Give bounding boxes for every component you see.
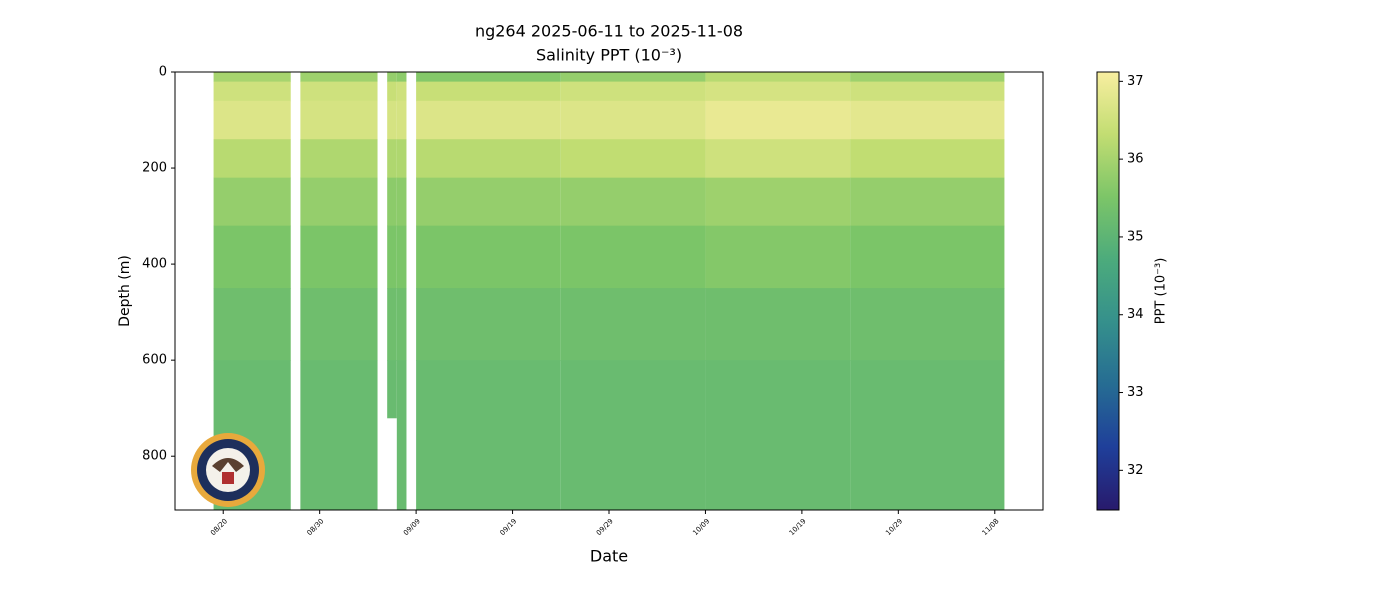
heatmap-cell [213, 288, 291, 361]
heatmap-cell [416, 288, 561, 361]
colorbar [1096, 71, 1120, 511]
heatmap-cell [705, 360, 851, 511]
heatmap-cell [213, 72, 291, 83]
heatmap-cell [850, 225, 1005, 289]
logo-shield [222, 472, 234, 484]
colorbar-tick-label: 33 [1127, 385, 1144, 400]
heatmap-cell [416, 177, 561, 227]
heatmap-cell [300, 72, 378, 83]
heatmap-cell [416, 360, 561, 511]
heatmap-cell [396, 139, 407, 179]
heatmap-cell [387, 100, 397, 140]
chart-subtitle: Salinity PPT (10⁻³) [536, 46, 682, 65]
heatmap-cell [560, 225, 706, 289]
heatmap-cell [850, 100, 1005, 140]
colorbar-tick-label: 36 [1127, 152, 1144, 167]
heatmap-cell [300, 177, 378, 227]
y-tick-label: 600 [142, 353, 167, 368]
heatmap-cell [396, 288, 407, 361]
heatmap-cell [705, 288, 851, 361]
heatmap-cell [387, 177, 397, 227]
heatmap-cell [396, 360, 407, 511]
heatmap-cell [300, 360, 378, 511]
heatmap-cell [560, 81, 706, 102]
navy-logo [191, 433, 265, 507]
heatmap-cell [560, 360, 706, 511]
heatmap-cell [387, 225, 397, 289]
heatmap-cell [396, 100, 407, 140]
heatmap-cell [213, 177, 291, 227]
heatmap-cell [850, 360, 1005, 511]
logo-center [206, 448, 250, 492]
colorbar-tick-label: 35 [1127, 229, 1144, 244]
heatmap-cell [300, 225, 378, 289]
logo-eagle [212, 458, 244, 472]
heatmap-cell [396, 177, 407, 227]
heatmap-cell [387, 288, 397, 361]
heatmap-cell [387, 81, 397, 102]
heatmap-cell [850, 139, 1005, 179]
heatmap-cell [850, 288, 1005, 361]
colorbar-tick-label: 32 [1127, 463, 1144, 478]
x-tick-label: 11/08 [981, 517, 1001, 537]
y-tick-label: 200 [142, 161, 167, 176]
chart-title: ng264 2025-06-11 to 2025-11-08 [475, 22, 743, 41]
heatmap-cell [213, 81, 291, 102]
heatmap-cell [416, 81, 561, 102]
heatmap-cell [300, 139, 378, 179]
y-axis-label: Depth (m) [117, 255, 133, 327]
x-axis-label: Date [590, 547, 628, 566]
heatmap-cell [396, 225, 407, 289]
heatmap-cell [705, 100, 851, 140]
heatmap-cell [387, 72, 397, 83]
heatmap-cell [300, 288, 378, 361]
heatmap-cell [850, 177, 1005, 227]
heatmap-cell [560, 139, 706, 179]
heatmap-cell [850, 81, 1005, 102]
heatmap-cell [213, 100, 291, 140]
heatmap-cell [560, 288, 706, 361]
y-tick-label: 800 [142, 449, 167, 464]
colorbar-label: PPT (10⁻³) [1154, 258, 1169, 325]
heatmap-cell [705, 225, 851, 289]
heatmap-cell [396, 81, 407, 102]
heatmap-cell [850, 72, 1005, 83]
x-tick-label: 08/30 [306, 517, 326, 537]
heatmap [213, 72, 1005, 511]
colorbar-tick-label: 37 [1127, 74, 1144, 89]
colorbar-tick-label: 34 [1127, 307, 1144, 322]
heatmap-cell [213, 225, 291, 289]
heatmap-cell [416, 225, 561, 289]
x-tick-label: 10/29 [884, 517, 904, 537]
heatmap-cell [560, 177, 706, 227]
heatmap-cell [213, 139, 291, 179]
x-tick-label: 09/29 [595, 517, 615, 537]
heatmap-cell [387, 139, 397, 179]
y-tick-label: 0 [159, 65, 167, 80]
x-tick-label: 09/19 [498, 517, 518, 537]
heatmap-cell [705, 177, 851, 227]
x-tick-label: 10/09 [691, 517, 711, 537]
heatmap-cell [300, 81, 378, 102]
heatmap-cell [387, 360, 397, 419]
heatmap-cell [705, 72, 851, 83]
x-tick-label: 09/09 [402, 517, 422, 537]
x-tick-label: 08/20 [209, 517, 229, 537]
heatmap-cell [560, 72, 706, 83]
heatmap-cell [705, 139, 851, 179]
y-tick-label: 400 [142, 257, 167, 272]
heatmap-cell [416, 139, 561, 179]
heatmap-cell [416, 72, 561, 83]
heatmap-cell [560, 100, 706, 140]
heatmap-cell [705, 81, 851, 102]
x-tick-label: 10/19 [788, 517, 808, 537]
heatmap-cell [300, 100, 378, 140]
heatmap-cell [416, 100, 561, 140]
heatmap-cell [396, 72, 407, 83]
